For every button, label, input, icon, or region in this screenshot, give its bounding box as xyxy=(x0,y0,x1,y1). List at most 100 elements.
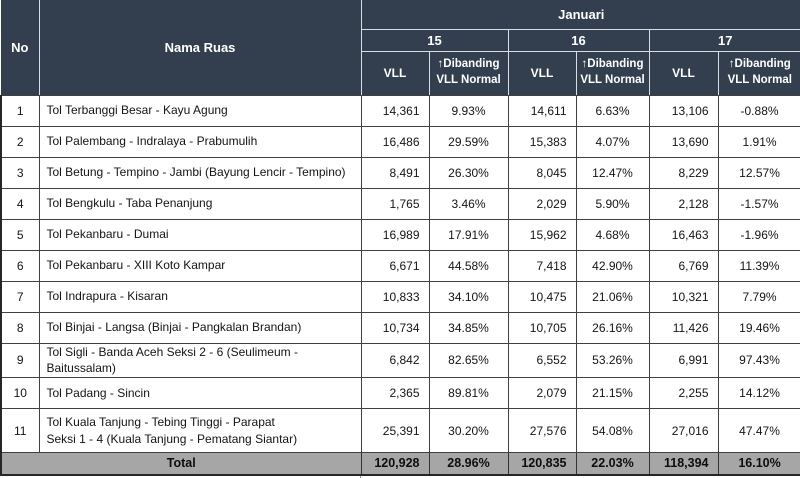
cell-vll-17: 27,016 xyxy=(648,408,719,454)
cell-dibanding-16: 5.90% xyxy=(575,187,650,220)
cell-vll-17: 13,106 xyxy=(648,94,719,127)
cell-nama-ruas: Tol Indrapura - Kisaran xyxy=(38,280,362,313)
cell-dibanding-16: 4.07% xyxy=(575,125,650,158)
cell-no: 5 xyxy=(0,218,40,251)
cell-vll-17: 6,991 xyxy=(648,342,719,379)
cell-vll-16: 10,705 xyxy=(507,311,577,344)
cell-nama-ruas: Tol Kuala Tanjung - Tebing Tinggi - Para… xyxy=(38,408,362,454)
header-dibanding-17: ↑Dibanding VLL Normal xyxy=(717,50,800,96)
cell-dibanding-17: 14.12% xyxy=(717,377,800,410)
header-dibanding-15: ↑Dibanding VLL Normal xyxy=(428,50,509,96)
cell-vll-15: 10,833 xyxy=(360,280,430,313)
total-dibanding-15: 28.96% xyxy=(428,452,509,476)
cell-dibanding-16: 4.68% xyxy=(575,218,650,251)
cell-vll-16: 2,079 xyxy=(507,377,577,410)
cell-no: 4 xyxy=(0,187,40,220)
cell-vll-17: 6,769 xyxy=(648,249,719,282)
cell-no: 1 xyxy=(0,94,40,127)
total-vll-17: 118,394 xyxy=(648,452,719,476)
table-row: 9 Tol Sigli - Banda Aceh Seksi 2 - 6 (Se… xyxy=(0,342,800,379)
cell-vll-17: 16,463 xyxy=(648,218,719,251)
table-row: 1 Tol Terbanggi Besar - Kayu Agung 14,36… xyxy=(0,94,800,127)
cell-no: 3 xyxy=(0,156,40,189)
cell-dibanding-15: 30.20% xyxy=(428,408,509,454)
table-header: No Nama Ruas Januari 15 16 17 VLL ↑Diban… xyxy=(1,0,800,96)
cell-nama-ruas: Tol Betung - Tempino - Jambi (Bayung Len… xyxy=(38,156,362,189)
cell-vll-15: 6,842 xyxy=(360,342,430,379)
cell-vll-17: 10,321 xyxy=(648,280,719,313)
header-vll-15: VLL xyxy=(360,50,430,96)
cell-dibanding-17: 1.91% xyxy=(717,125,800,158)
cell-dibanding-16: 6.63% xyxy=(575,94,650,127)
cell-dibanding-15: 3.46% xyxy=(428,187,509,220)
table-row: 11 Tol Kuala Tanjung - Tebing Tinggi - P… xyxy=(0,408,800,454)
cell-no: 9 xyxy=(0,342,40,379)
cell-vll-15: 14,361 xyxy=(360,94,430,127)
cell-vll-15: 25,391 xyxy=(360,408,430,454)
cell-dibanding-16: 26.16% xyxy=(575,311,650,344)
cell-no: 10 xyxy=(0,377,40,410)
cell-dibanding-15: 29.59% xyxy=(428,125,509,158)
cell-dibanding-17: 19.46% xyxy=(717,311,800,344)
header-day-15: 15 xyxy=(360,28,509,52)
cell-vll-17: 2,128 xyxy=(648,187,719,220)
cell-no: 8 xyxy=(0,311,40,344)
total-vll-15: 120,928 xyxy=(360,452,430,476)
header-nama-ruas: Nama Ruas xyxy=(38,0,362,96)
cell-nama-ruas: Tol Pekanbaru - XIII Koto Kampar xyxy=(38,249,362,282)
total-dibanding-17: 16.10% xyxy=(717,452,800,476)
cell-dibanding-15: 89.81% xyxy=(428,377,509,410)
table-row: 5 Tol Pekanbaru - Dumai 16,989 17.91% 15… xyxy=(0,218,800,251)
cell-vll-16: 14,611 xyxy=(507,94,577,127)
cell-nama-ruas: Tol Palembang - Indralaya - Prabumulih xyxy=(38,125,362,158)
table-row: 3 Tol Betung - Tempino - Jambi (Bayung L… xyxy=(0,156,800,189)
cell-no: 2 xyxy=(0,125,40,158)
cell-dibanding-17: -0.88% xyxy=(717,94,800,127)
cell-nama-ruas: Tol Binjai - Langsa (Binjai - Pangkalan … xyxy=(38,311,362,344)
header-vll-16: VLL xyxy=(507,50,577,96)
cell-vll-16: 2,029 xyxy=(507,187,577,220)
cell-vll-16: 8,045 xyxy=(507,156,577,189)
cell-vll-15: 10,734 xyxy=(360,311,430,344)
cell-dibanding-16: 21.06% xyxy=(575,280,650,313)
cell-dibanding-15: 17.91% xyxy=(428,218,509,251)
total-vll-16: 120,835 xyxy=(507,452,577,476)
cell-vll-15: 1,765 xyxy=(360,187,430,220)
cell-vll-16: 15,383 xyxy=(507,125,577,158)
cell-dibanding-16: 42.90% xyxy=(575,249,650,282)
total-label: Total xyxy=(0,452,362,476)
cell-dibanding-17: 97.43% xyxy=(717,342,800,379)
cell-vll-17: 8,229 xyxy=(648,156,719,189)
cell-dibanding-17: 47.47% xyxy=(717,408,800,454)
header-vll-17: VLL xyxy=(648,50,719,96)
cell-vll-17: 2,255 xyxy=(648,377,719,410)
cell-no: 11 xyxy=(0,408,40,454)
cell-dibanding-15: 34.85% xyxy=(428,311,509,344)
cell-no: 7 xyxy=(0,280,40,313)
cell-vll-15: 16,989 xyxy=(360,218,430,251)
cell-dibanding-15: 9.93% xyxy=(428,94,509,127)
cell-dibanding-16: 21.15% xyxy=(575,377,650,410)
cell-vll-16: 15,962 xyxy=(507,218,577,251)
table-row: 2 Tol Palembang - Indralaya - Prabumulih… xyxy=(0,125,800,158)
table-row: 4 Tol Bengkulu - Taba Penanjung 1,765 3.… xyxy=(0,187,800,220)
cell-nama-ruas: Tol Pekanbaru - Dumai xyxy=(38,218,362,251)
cell-nama-ruas: Tol Terbanggi Besar - Kayu Agung xyxy=(38,94,362,127)
cell-vll-15: 2,365 xyxy=(360,377,430,410)
total-dibanding-16: 22.03% xyxy=(575,452,650,476)
cell-nama-ruas: Tol Bengkulu - Taba Penanjung xyxy=(38,187,362,220)
cell-vll-15: 6,671 xyxy=(360,249,430,282)
table-row: 10 Tol Padang - Sincin 2,365 89.81% 2,07… xyxy=(0,377,800,410)
cell-nama-ruas: Tol Sigli - Banda Aceh Seksi 2 - 6 (Seul… xyxy=(38,342,362,379)
cell-vll-15: 8,491 xyxy=(360,156,430,189)
table-row: 8 Tol Binjai - Langsa (Binjai - Pangkala… xyxy=(0,311,800,344)
cell-dibanding-17: -1.57% xyxy=(717,187,800,220)
gridline-tick xyxy=(360,475,361,478)
cell-vll-16: 27,576 xyxy=(507,408,577,454)
cell-vll-15: 16,486 xyxy=(360,125,430,158)
cell-dibanding-17: 12.57% xyxy=(717,156,800,189)
cell-dibanding-15: 34.10% xyxy=(428,280,509,313)
header-day-16: 16 xyxy=(507,28,650,52)
header-no: No xyxy=(1,0,40,96)
